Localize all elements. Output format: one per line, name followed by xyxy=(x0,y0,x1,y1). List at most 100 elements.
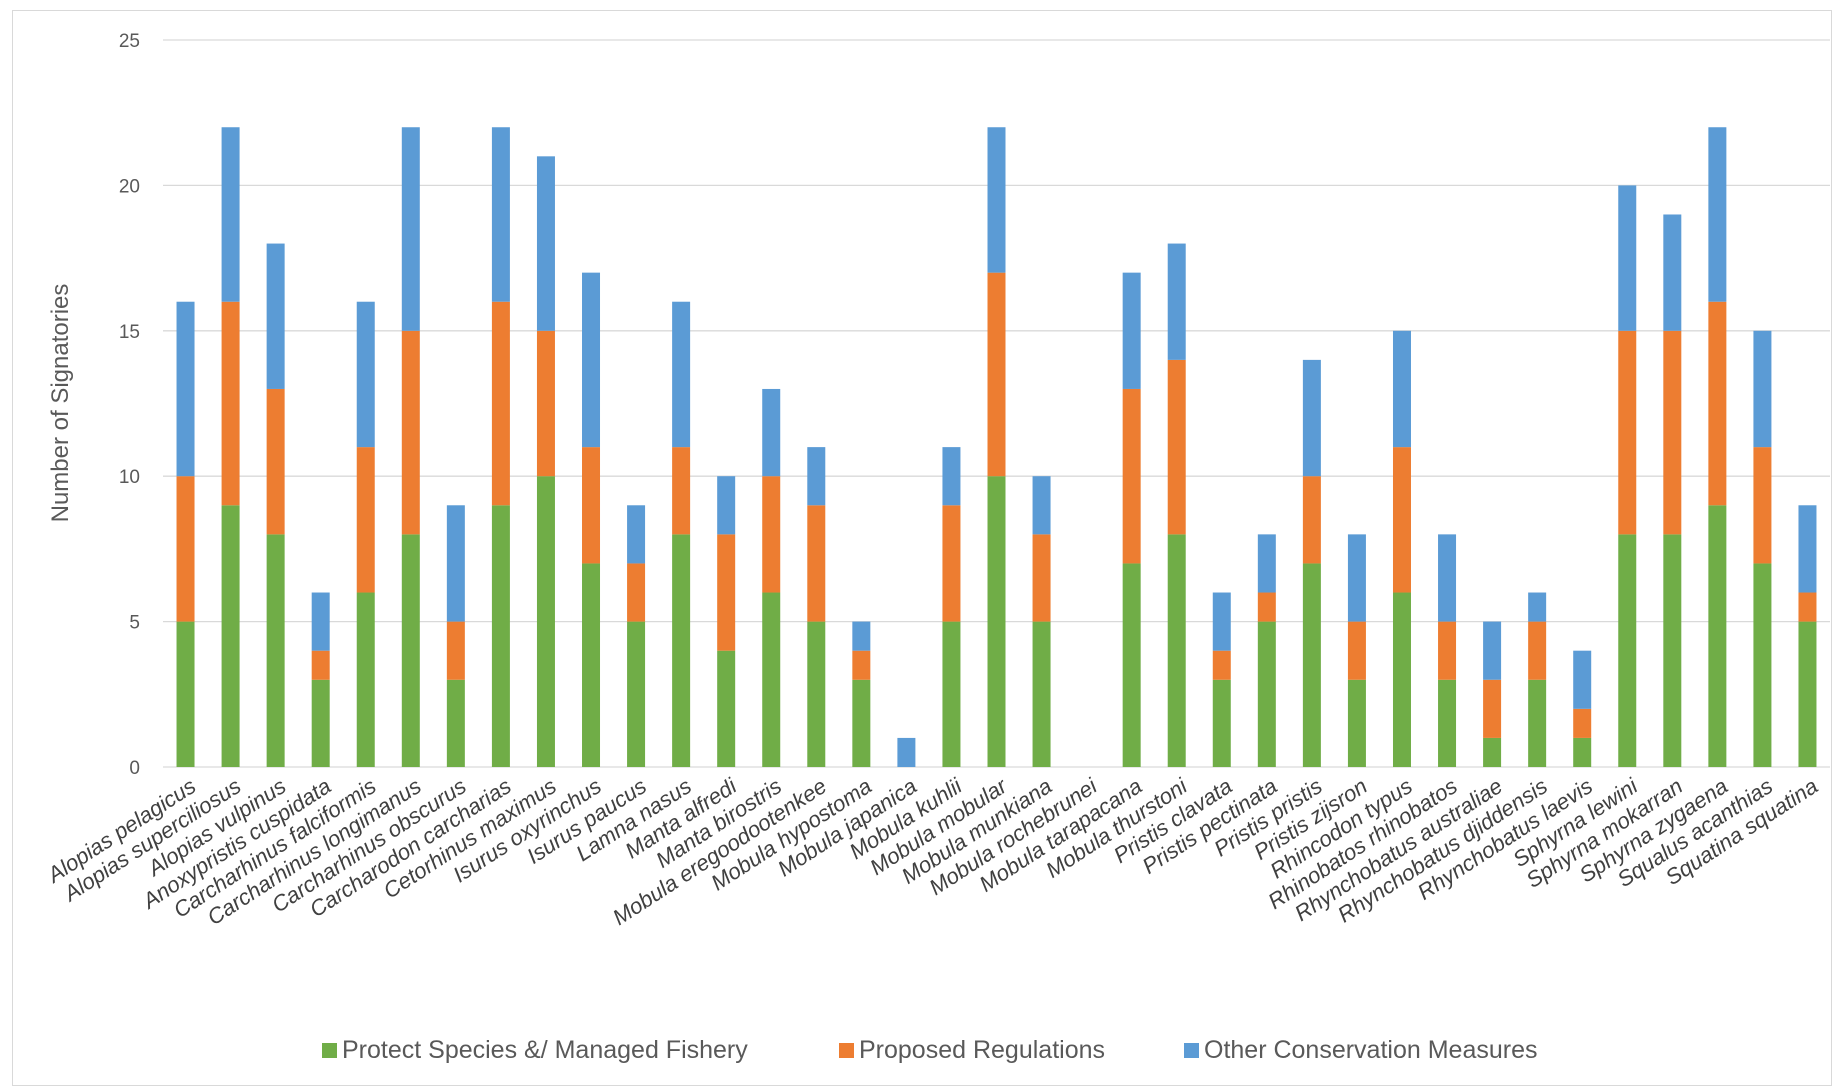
bar-segment xyxy=(491,301,510,506)
bar-segment xyxy=(717,534,736,651)
bar-segment xyxy=(1708,505,1727,767)
bar-segment xyxy=(987,476,1006,767)
bar-segment xyxy=(401,330,420,535)
bar-segment xyxy=(1528,679,1547,767)
bar-segment xyxy=(1032,621,1051,767)
bar-segment xyxy=(1438,621,1457,680)
bar-segment xyxy=(491,127,510,302)
bar-segment xyxy=(1257,534,1276,593)
bar-segment xyxy=(356,447,375,593)
legend-label: Protect Species &/ Managed Fishery xyxy=(342,1036,748,1064)
bar-segment xyxy=(266,243,285,389)
legend-label: Other Conservation Measures xyxy=(1204,1036,1537,1064)
legend-label: Proposed Regulations xyxy=(859,1036,1105,1064)
y-axis-ticks: 0 5 10 15 20 25 xyxy=(119,31,140,779)
bar-segment xyxy=(1573,708,1592,738)
y-axis-title: Number of Signatories xyxy=(47,284,74,523)
bar-segment xyxy=(1167,534,1186,767)
bar-segment xyxy=(1122,563,1141,767)
bar-segment xyxy=(942,621,961,767)
bar-segment xyxy=(1212,592,1231,651)
bar-segment xyxy=(311,650,330,680)
bar-segment xyxy=(401,534,420,767)
bar-segment xyxy=(627,621,646,767)
bar-segment xyxy=(311,592,330,651)
bar-segment xyxy=(852,621,871,651)
bar-segment xyxy=(852,679,871,767)
bar-segment xyxy=(1483,679,1502,738)
bar-segment xyxy=(1528,592,1547,622)
bar-segment xyxy=(536,330,555,477)
bar-segment xyxy=(1212,650,1231,680)
bar-segment xyxy=(1347,679,1366,767)
bar-segment xyxy=(1167,359,1186,535)
bar-segment xyxy=(176,476,195,622)
y-tick-label: 5 xyxy=(129,613,140,634)
bar-segment xyxy=(762,592,781,767)
bar-segment xyxy=(1528,621,1547,680)
bar-segment xyxy=(446,505,465,622)
bar-segment xyxy=(627,505,646,564)
legend: Protect Species &/ Managed Fishery Propos… xyxy=(322,1036,1537,1064)
bar-segment xyxy=(311,679,330,767)
bar-segment xyxy=(1392,592,1411,767)
bar-segment xyxy=(1573,737,1592,767)
legend-swatch xyxy=(322,1043,337,1058)
bar-segment xyxy=(582,272,601,448)
bar-segment xyxy=(1798,621,1817,767)
bar-segment xyxy=(1708,127,1727,302)
bars xyxy=(176,127,1817,767)
bar-segment xyxy=(1663,214,1682,331)
bar-segment xyxy=(221,301,240,506)
bar-segment xyxy=(1122,272,1141,389)
bar-segment xyxy=(356,301,375,448)
bar-segment xyxy=(1438,679,1457,767)
y-tick-label: 15 xyxy=(119,322,140,343)
bar-segment xyxy=(942,505,961,622)
bar-segment xyxy=(446,621,465,680)
bar-segment xyxy=(1302,563,1321,767)
legend-swatch xyxy=(839,1043,854,1058)
bar-segment xyxy=(987,272,1006,477)
bar-segment xyxy=(672,447,691,535)
bar-segment xyxy=(1032,534,1051,622)
bar-segment xyxy=(807,505,826,622)
bar-segment xyxy=(672,534,691,767)
bar-segment xyxy=(446,679,465,767)
bar-segment xyxy=(221,505,240,767)
y-tick-label: 20 xyxy=(119,176,140,197)
bar-segment xyxy=(627,563,646,622)
bar-segment xyxy=(1302,476,1321,564)
bar-segment xyxy=(356,592,375,767)
bar-segment xyxy=(1483,737,1502,767)
bar-segment xyxy=(1032,476,1051,535)
y-tick-label: 0 xyxy=(129,758,140,779)
bar-segment xyxy=(1392,330,1411,448)
bar-segment xyxy=(401,127,420,331)
bar-segment xyxy=(1708,301,1727,506)
bar-segment xyxy=(266,388,285,535)
bar-segment xyxy=(762,476,781,593)
legend-swatch xyxy=(1184,1043,1199,1058)
bar-segment xyxy=(1302,359,1321,477)
bar-segment xyxy=(1257,592,1276,622)
bar-segment xyxy=(762,388,781,477)
bar-segment xyxy=(582,563,601,767)
bar-segment xyxy=(807,621,826,767)
bar-segment xyxy=(1122,388,1141,564)
bar-segment xyxy=(536,476,555,767)
bar-segment xyxy=(717,650,736,767)
bar-segment xyxy=(1618,534,1637,767)
bar-segment xyxy=(807,447,826,506)
bar-segment xyxy=(1257,621,1276,767)
bar-segment xyxy=(536,156,555,331)
bar-segment xyxy=(1212,679,1231,767)
bar-segment xyxy=(1392,447,1411,593)
bar-segment xyxy=(717,476,736,535)
bar-segment xyxy=(1753,563,1772,767)
bar-segment xyxy=(1167,243,1186,360)
bar-segment xyxy=(1798,505,1817,593)
bar-segment xyxy=(1618,185,1637,331)
